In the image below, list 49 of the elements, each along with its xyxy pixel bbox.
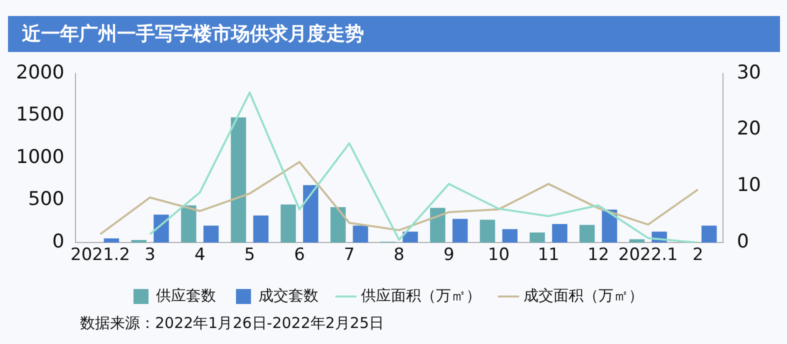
y-tick-label: 0 [52, 230, 64, 253]
bar [352, 226, 368, 243]
x-tick-label: 9 [443, 245, 454, 266]
legend-label: 成交套数 [258, 286, 318, 304]
bar [629, 239, 645, 243]
y2-tick-label: 20 [736, 118, 762, 140]
x-tick-label: 8 [394, 245, 404, 266]
x-tick-label: 11 [538, 245, 560, 266]
bar [402, 232, 418, 243]
bar [203, 226, 219, 243]
bar [502, 229, 518, 243]
legend-label: 供应套数 [156, 286, 216, 304]
bar [480, 220, 496, 243]
bar [253, 216, 268, 243]
bar [702, 226, 717, 243]
bar [131, 240, 146, 243]
x-tick-label: 7 [344, 245, 355, 266]
bar [452, 218, 468, 243]
bar [154, 214, 169, 243]
y-tick-label: 1000 [16, 146, 64, 168]
x-tick-label: 5 [244, 245, 256, 266]
y-tick-label: 1500 [16, 104, 64, 126]
bar [330, 207, 346, 243]
x-tick-label: 2022.1 [618, 245, 678, 266]
y2-tick-label: 30 [736, 61, 762, 84]
x-tick-label: 4 [194, 245, 206, 266]
bar [230, 117, 246, 243]
bar [530, 232, 545, 243]
bar [430, 208, 446, 243]
x-tick-label: 2021.2 [70, 245, 130, 266]
x-tick-label: 3 [144, 245, 156, 266]
x-tick-label: 10 [488, 245, 510, 266]
x-tick-label: 6 [294, 245, 305, 266]
x-tick-label: 2 [692, 245, 704, 266]
y-tick-label: 2000 [16, 61, 64, 84]
legend-label: 供应面积（万㎡） [361, 286, 481, 304]
source-note: 数据来源：2022年1月26日-2022年2月25日 [80, 314, 384, 333]
bar [181, 205, 196, 243]
y-tick-label: 500 [28, 188, 64, 210]
bar [104, 238, 120, 243]
bar [303, 185, 318, 243]
bar [280, 204, 296, 243]
bar [579, 224, 595, 243]
legend-label: 成交面积（万㎡） [524, 286, 644, 304]
chart-title: 近一年广州一手写字楼市场供求月度走势 [8, 16, 780, 52]
y2-tick-label: 10 [736, 174, 762, 196]
y2-tick-label: 0 [736, 230, 749, 253]
x-tick-label: 12 [587, 245, 610, 266]
bar [552, 224, 568, 243]
